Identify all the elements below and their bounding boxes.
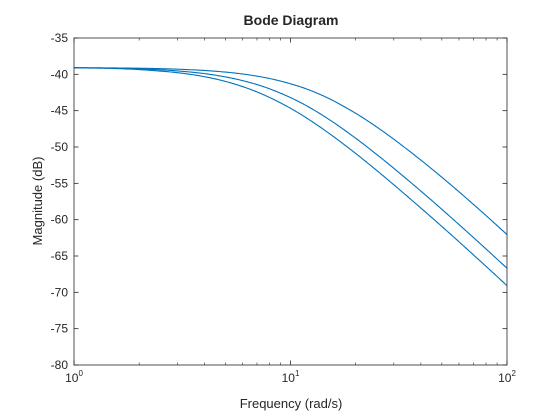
x-tick-label: 101 (282, 369, 300, 385)
series-lines (74, 67, 507, 287)
tick-marks (73, 37, 508, 366)
axes-background (74, 38, 507, 365)
y-tick-label: -50 (51, 140, 69, 154)
series-line-1 (74, 67, 507, 235)
y-tick-label: -40 (51, 67, 69, 81)
y-tick-label: -45 (51, 104, 69, 118)
chart-title: Bode Diagram (244, 12, 339, 28)
y-tick-label: -80 (51, 358, 69, 372)
x-tick-labels: 100 101 102 (65, 369, 516, 385)
y-tick-label: -75 (51, 322, 69, 336)
plot-area (73, 37, 508, 366)
series-line-2 (74, 67, 507, 269)
y-tick-label: -55 (51, 176, 69, 190)
y-tick-label: -60 (51, 213, 69, 227)
x-axis-label: Frequency (rad/s) (240, 396, 343, 411)
y-tick-label: -70 (51, 285, 69, 299)
x-tick-label: 100 (65, 369, 83, 385)
series-line-3 (74, 67, 507, 287)
y-axis-label: Magnitude (dB) (30, 157, 45, 246)
x-tick-label: 102 (498, 369, 516, 385)
y-tick-labels: -35 -40 -45 -50 -55 -60 -65 -70 -75 -80 (51, 31, 69, 372)
y-tick-label: -35 (51, 31, 69, 45)
y-tick-label: -65 (51, 249, 69, 263)
